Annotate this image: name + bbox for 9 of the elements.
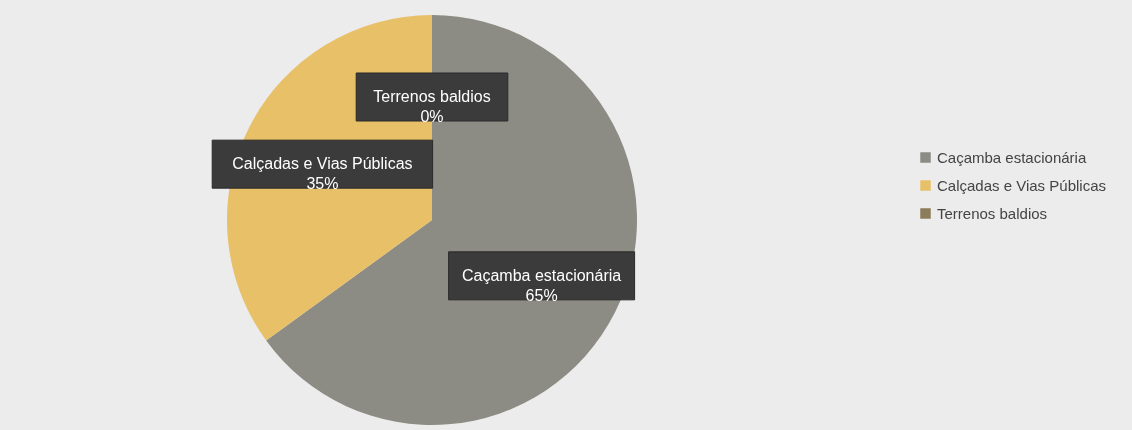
data-label: 35% [306,175,339,193]
legend-label: Calçadas e Vias Públicas [937,176,1106,194]
slice-label: Calçadas e Vias Públicas [232,155,413,173]
text: 0% [420,108,444,125]
category-label: Terrenos baldios [373,88,491,105]
data-label: 65% [525,286,558,304]
slice-label: Caçamba estacionária [461,266,622,284]
legend-label: Caçamba estacionária [937,148,1087,166]
legend-label: Terrenos baldios [937,204,1048,222]
